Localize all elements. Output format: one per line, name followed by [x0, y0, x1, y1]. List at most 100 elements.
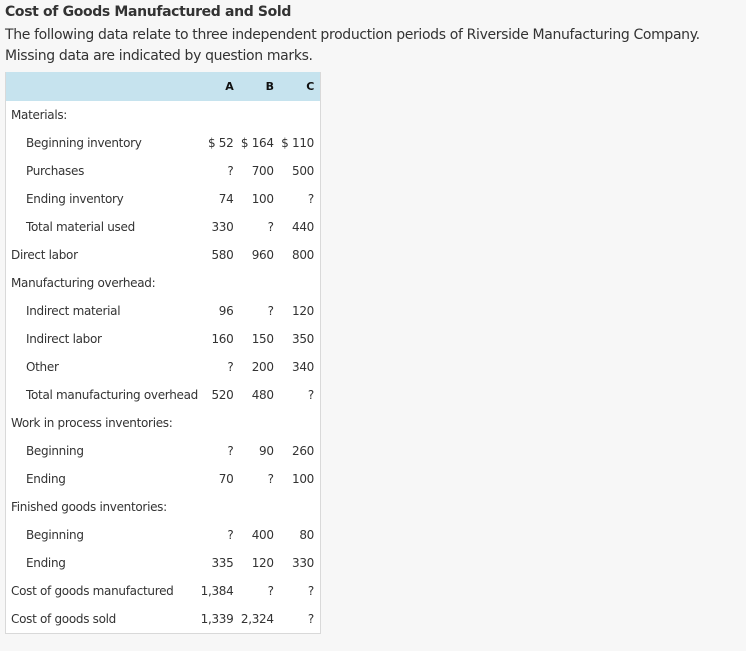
row-label: Total manufacturing overhead — [26, 388, 198, 402]
cell-c: ? — [307, 388, 314, 402]
table-row: Ending 335 120 330 — [6, 549, 320, 577]
table-row: Work in process inventories: — [6, 409, 320, 437]
table-row: Beginning? 90 260 — [6, 437, 320, 465]
cell-b — [239, 269, 279, 297]
row-label: Manufacturing overhead: — [11, 276, 156, 290]
cell-c: 500 — [291, 164, 314, 178]
cell-b — [239, 101, 279, 129]
cell-a: 330 — [211, 220, 234, 234]
cell-a — [199, 409, 239, 437]
cell-c: $ 110 — [281, 136, 314, 150]
cell-c: ? — [307, 192, 314, 206]
table-row: Cost of goods sold 1,339 2,324? — [6, 605, 320, 633]
cell-c — [280, 269, 320, 297]
row-label: Indirect material — [26, 304, 121, 318]
table-row: Manufacturing overhead: — [6, 269, 320, 297]
cell-a: 1,339 — [200, 612, 234, 626]
row-label: Direct labor — [11, 248, 78, 262]
cell-b: 700 — [251, 164, 274, 178]
cell-a: ? — [227, 528, 234, 542]
cell-b: 90 — [259, 444, 274, 458]
table-row: Materials: — [6, 101, 320, 129]
cell-a: 580 — [211, 248, 234, 262]
cell-c: 440 — [291, 220, 314, 234]
row-label: Beginning inventory — [26, 136, 142, 150]
row-label: Beginning — [26, 528, 84, 542]
cell-b: 150 — [251, 332, 274, 346]
row-label: Cost of goods sold — [11, 612, 117, 626]
cell-b: ? — [267, 584, 274, 598]
table-header-row: A B C — [6, 72, 320, 101]
cell-c: ? — [307, 612, 314, 626]
cell-c — [280, 101, 320, 129]
cell-b: ? — [267, 472, 274, 486]
cell-c: 800 — [291, 248, 314, 262]
cell-b: 120 — [251, 556, 274, 570]
row-label: Work in process inventories: — [11, 416, 173, 430]
cell-a — [199, 493, 239, 521]
cost-data-table: A B C Materials: Beginning inventory $ 52 $… — [6, 72, 320, 633]
intro-text: The following data relate to three indep… — [5, 27, 700, 64]
cell-b: ? — [267, 304, 274, 318]
table-row: Ending inventory 74 100? — [6, 185, 320, 213]
cell-c: 120 — [291, 304, 314, 318]
cell-c: 80 — [299, 528, 314, 542]
cost-data-table-container: A B C Materials: Beginning inventory $ 52 $… — [5, 72, 321, 634]
cell-c: 340 — [291, 360, 314, 374]
table-row: Total manufacturing overhead 520 480? — [6, 381, 320, 409]
cell-c: 330 — [291, 556, 314, 570]
column-header-b: B — [265, 80, 274, 93]
row-label: Finished goods inventories: — [11, 500, 167, 514]
cell-a: 160 — [211, 332, 234, 346]
page-title: Cost of Goods Manufactured and Sold — [5, 4, 292, 20]
row-label: Materials: — [11, 108, 68, 122]
row-label: Ending — [26, 472, 66, 486]
cell-a: ? — [227, 360, 234, 374]
cell-a — [199, 269, 239, 297]
table-row: Beginning inventory $ 52 $ 164 $ 110 — [6, 129, 320, 157]
cell-b: ? — [267, 220, 274, 234]
cell-b — [239, 409, 279, 437]
cell-a: 96 — [218, 304, 234, 318]
column-header-c: C — [306, 80, 314, 93]
cell-a: $ 52 — [207, 136, 234, 150]
cell-b — [239, 493, 279, 521]
cell-c: 100 — [291, 472, 314, 486]
table-row: Direct labor 580 960 800 — [6, 241, 320, 269]
cell-c: ? — [307, 584, 314, 598]
cell-a: 520 — [211, 388, 234, 402]
cell-a: ? — [227, 444, 234, 458]
cell-a: 335 — [211, 556, 234, 570]
cell-b: 480 — [251, 388, 274, 402]
cell-b: 960 — [251, 248, 274, 262]
table-row: Cost of goods manufactured 1,384?? — [6, 577, 320, 605]
cell-b: 400 — [251, 528, 274, 542]
cell-a — [199, 101, 239, 129]
cell-c: 350 — [291, 332, 314, 346]
cell-a: ? — [227, 164, 234, 178]
table-row: Finished goods inventories: — [6, 493, 320, 521]
table-row: Indirect labor 160 150 350 — [6, 325, 320, 353]
cell-c: 260 — [291, 444, 314, 458]
row-label: Ending — [26, 556, 66, 570]
table-row: Other? 200 340 — [6, 353, 320, 381]
cell-b: $ 164 — [240, 136, 274, 150]
row-label: Purchases — [26, 164, 85, 178]
table-row: Purchases? 700 500 — [6, 157, 320, 185]
cell-a: 1,384 — [200, 584, 234, 598]
cell-c — [280, 493, 320, 521]
table-row: Beginning? 400 80 — [6, 521, 320, 549]
cell-b: 100 — [251, 192, 274, 206]
row-label: Beginning — [26, 444, 84, 458]
row-label: Total material used — [26, 220, 135, 234]
cell-a: 70 — [218, 472, 234, 486]
row-label: Indirect labor — [26, 332, 102, 346]
table-row: Indirect material 96? 120 — [6, 297, 320, 325]
cell-b: 200 — [251, 360, 274, 374]
cell-a: 74 — [218, 192, 234, 206]
column-header-a: A — [225, 80, 234, 93]
table-row: Total material used 330? 440 — [6, 213, 320, 241]
column-header-label — [6, 72, 199, 101]
row-label: Cost of goods manufactured — [11, 584, 174, 598]
row-label: Other — [26, 360, 59, 374]
